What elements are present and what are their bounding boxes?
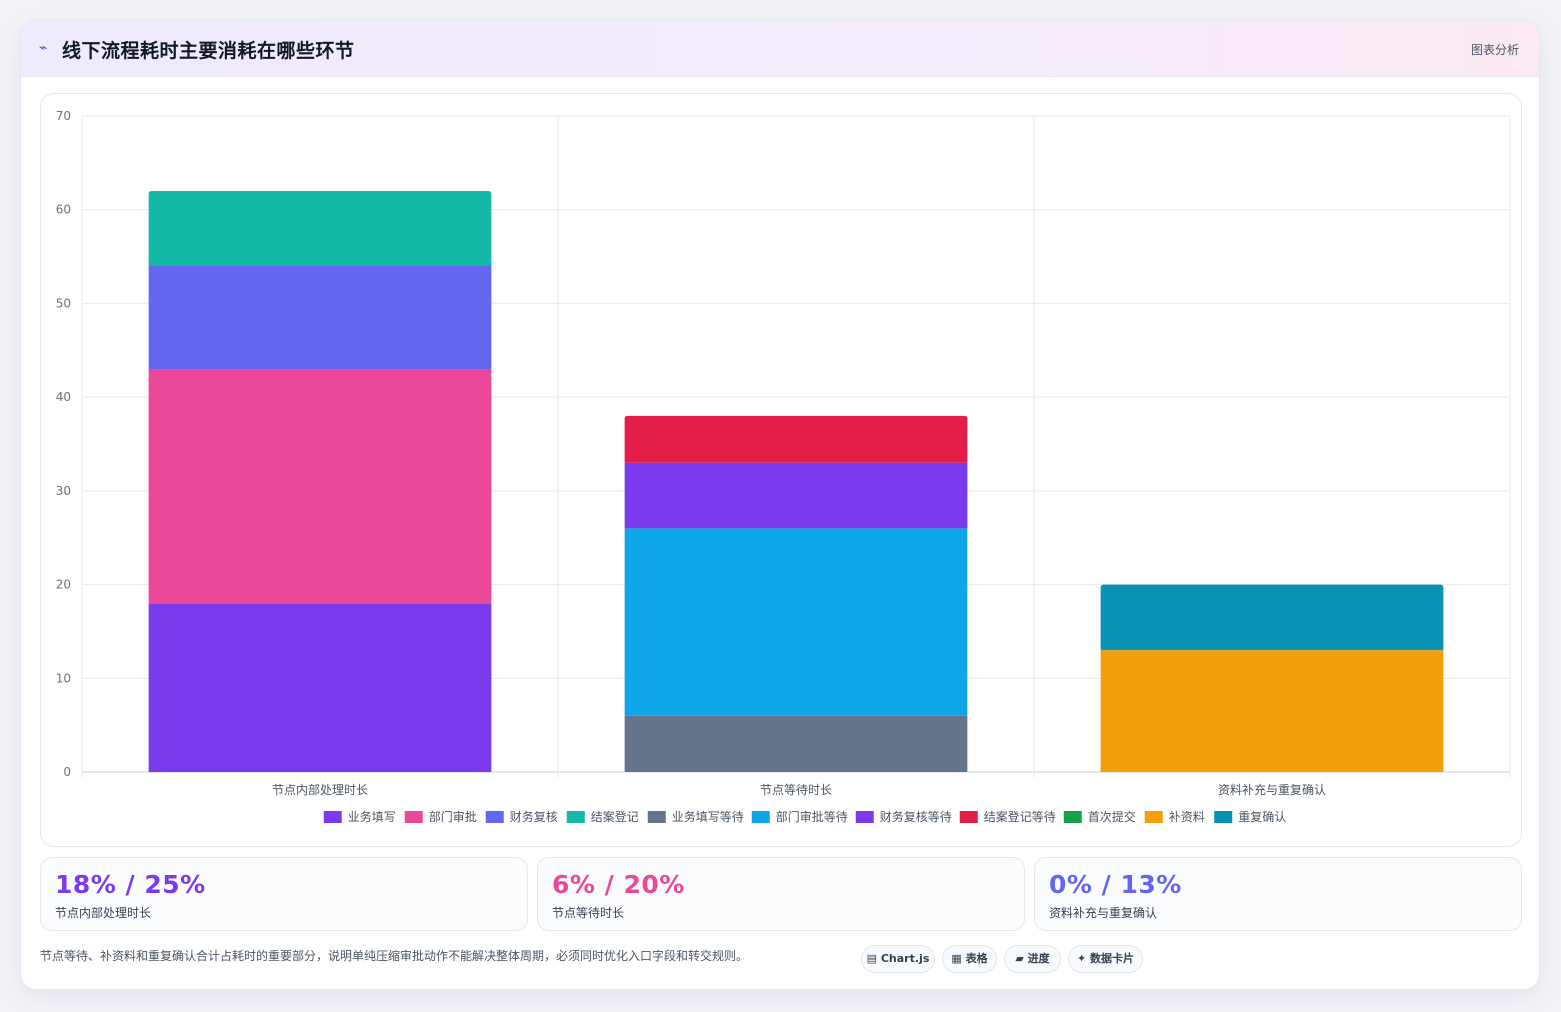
legend-label: 部门审批 bbox=[429, 809, 477, 824]
y-tick-label: 60 bbox=[56, 203, 71, 217]
legend-label: 部门审批等待 bbox=[776, 809, 848, 824]
bar-segment bbox=[624, 715, 968, 772]
bar-segment bbox=[148, 190, 492, 266]
legend-label: 结案登记 bbox=[591, 809, 639, 824]
progress-icon: ▰ bbox=[1015, 952, 1024, 965]
legend-label: 补资料 bbox=[1169, 810, 1205, 824]
legend-swatch bbox=[1144, 811, 1163, 823]
analysis-card: ⌁ 线下流程耗时主要消耗在哪些环节 图表分析 0 10 20 30 40 50 60 70 节点… bbox=[20, 20, 1540, 990]
y-tick-label: 10 bbox=[56, 671, 71, 685]
x-tick-label: 节点内部处理时长 bbox=[272, 782, 368, 797]
legend-swatch bbox=[1063, 811, 1082, 823]
page-title: 线下流程耗时主要消耗在哪些环节 bbox=[62, 40, 355, 62]
stacked-bar-chart: 0 10 20 30 40 50 60 70 节点内部处理时长 节点等待时长 资料补充与重复确认业务… bbox=[56, 109, 1511, 824]
legend-swatch bbox=[1214, 811, 1233, 823]
stat-value: 6% / 20% bbox=[552, 870, 685, 899]
chip-label: Chart.js bbox=[880, 952, 930, 965]
chip-label: 表格 bbox=[965, 952, 988, 965]
legend-swatch bbox=[485, 811, 504, 823]
stat-label: 节点等待时长 bbox=[552, 906, 625, 920]
y-tick-label: 40 bbox=[56, 390, 71, 404]
chip-label: 进度 bbox=[1027, 952, 1050, 965]
legend-label: 重复确认 bbox=[1238, 810, 1286, 824]
legend-swatch bbox=[566, 811, 585, 823]
x-tick-label: 资料补充与重复确认 bbox=[1218, 782, 1326, 797]
chip-chartjs[interactable]: ▤ Chart.js bbox=[861, 945, 935, 973]
chart-footnote: 节点等待、补资料和重复确认合计占耗时的重要部分，说明单纯压缩审批动作不能解决整体… bbox=[40, 949, 749, 963]
bar-segment bbox=[624, 528, 968, 716]
chip-progress[interactable]: ▰ 进度 bbox=[1004, 945, 1061, 973]
y-tick-label: 20 bbox=[56, 578, 71, 592]
y-tick-label: 0 bbox=[63, 765, 71, 779]
bar-segment bbox=[1100, 584, 1444, 651]
legend-label: 财务复核 bbox=[510, 809, 558, 824]
legend-swatch bbox=[404, 811, 423, 823]
y-tick-label: 70 bbox=[56, 109, 71, 123]
bar-segment bbox=[148, 369, 492, 604]
stat-card-supplement: 0% / 13% 资料补充与重复确认 bbox=[1034, 857, 1522, 931]
stat-label: 资料补充与重复确认 bbox=[1049, 906, 1158, 920]
legend-swatch bbox=[647, 811, 666, 823]
bar-segment bbox=[148, 603, 492, 772]
chip-label: 数据卡片 bbox=[1090, 952, 1135, 965]
trend-line-icon: ⌁ bbox=[39, 40, 48, 56]
chart-container: 0 10 20 30 40 50 60 70 节点内部处理时长 节点等待时长 资料补充与重复确认业务… bbox=[40, 93, 1522, 847]
legend-label: 首次提交 bbox=[1088, 809, 1136, 824]
stat-label: 节点内部处理时长 bbox=[55, 906, 152, 920]
y-tick-label: 50 bbox=[56, 296, 71, 310]
legend-swatch bbox=[323, 811, 342, 823]
chip-data-cards[interactable]: ✦ 数据卡片 bbox=[1068, 945, 1143, 973]
chart-analysis-tag: 图表分析 bbox=[1470, 43, 1519, 57]
legend-swatch bbox=[751, 811, 770, 823]
stat-card-internal: 18% / 25% 节点内部处理时长 bbox=[40, 857, 528, 931]
legend-label: 业务填写 bbox=[348, 809, 396, 824]
legend-label: 结案登记等待 bbox=[984, 809, 1056, 824]
legend-label: 财务复核等待 bbox=[880, 809, 952, 824]
stat-card-waiting: 6% / 20% 节点等待时长 bbox=[537, 857, 1025, 931]
chip-table[interactable]: ▦ 表格 bbox=[942, 945, 997, 973]
legend-label: 业务填写等待 bbox=[672, 809, 744, 824]
bar-segment bbox=[1100, 650, 1444, 772]
table-icon: ▦ bbox=[951, 952, 962, 965]
bar-segment bbox=[624, 462, 968, 529]
sparkle-icon: ✦ bbox=[1076, 952, 1087, 965]
bar-segment bbox=[148, 265, 492, 370]
stat-value: 0% / 13% bbox=[1049, 870, 1182, 899]
chart-icon: ▤ bbox=[866, 952, 878, 965]
stat-value: 18% / 25% bbox=[55, 870, 206, 899]
bar-segment bbox=[624, 415, 968, 463]
card-header: ⌁ 线下流程耗时主要消耗在哪些环节 图表分析 bbox=[21, 21, 1539, 77]
y-tick-label: 30 bbox=[56, 484, 71, 498]
x-tick-label: 节点等待时长 bbox=[760, 783, 832, 797]
legend-swatch bbox=[855, 811, 874, 823]
legend-swatch bbox=[959, 811, 978, 823]
